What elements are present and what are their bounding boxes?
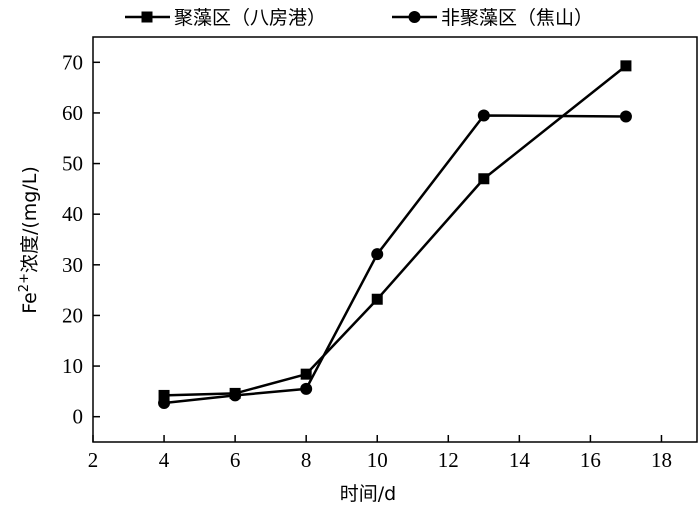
series-1-point bbox=[620, 60, 632, 72]
x-tick-label: 10 bbox=[367, 448, 388, 472]
series-2-point bbox=[229, 389, 242, 402]
series-2-point bbox=[477, 109, 490, 122]
y-axis-ticks: 0 10 20 30 40 50 60 70 bbox=[62, 50, 100, 429]
series-2-point bbox=[619, 110, 632, 123]
x-tick-label: 4 bbox=[159, 448, 170, 472]
y-tick-label: 60 bbox=[62, 101, 83, 125]
x-tick-label: 16 bbox=[580, 448, 601, 472]
y-tick-label: 30 bbox=[62, 253, 83, 277]
x-tick-label: 2 bbox=[88, 448, 99, 472]
y-tick-label: 10 bbox=[62, 354, 83, 378]
y-tick-label: 50 bbox=[62, 152, 83, 176]
series-2-line bbox=[163, 114, 626, 405]
series-lines bbox=[163, 64, 627, 405]
y-tick-label: 70 bbox=[62, 50, 83, 74]
y-axis-title-superscript: 2+ bbox=[17, 273, 32, 292]
series-2-point bbox=[371, 248, 384, 261]
series-1-point bbox=[371, 293, 383, 305]
series-1-point bbox=[158, 389, 170, 401]
series-1-point bbox=[300, 368, 312, 380]
series-1-point bbox=[478, 173, 490, 185]
series-markers bbox=[158, 60, 632, 410]
x-tick-label: 8 bbox=[301, 448, 312, 472]
y-tick-label: 20 bbox=[62, 303, 83, 327]
legend-marker-series-1 bbox=[141, 11, 153, 23]
x-tick-label: 6 bbox=[230, 448, 241, 472]
legend-label-series-2: 非聚藻区（焦山） bbox=[441, 7, 593, 29]
y-axis-title-rest: 浓度/(mg/L) bbox=[19, 166, 41, 273]
legend-marker-series-2 bbox=[408, 11, 421, 23]
x-tick-label: 14 bbox=[509, 448, 531, 472]
legend-label-series-1: 聚藻区（八房港） bbox=[174, 7, 326, 29]
y-tick-label: 40 bbox=[62, 202, 83, 226]
plot-frame bbox=[92, 36, 698, 443]
x-axis-ticks: 2 4 6 8 10 12 14 16 18 bbox=[88, 435, 672, 472]
y-axis-title: Fe2+浓度/(mg/L) bbox=[17, 166, 41, 314]
x-axis-title: 时间/d bbox=[340, 483, 396, 505]
series-2-point bbox=[158, 397, 171, 410]
y-tick-label: 0 bbox=[73, 405, 84, 429]
x-tick-label: 18 bbox=[651, 448, 672, 472]
y-axis-title-main: Fe bbox=[19, 292, 41, 314]
series-1-line bbox=[164, 64, 627, 397]
x-tick-label: 12 bbox=[438, 448, 459, 472]
series-2-point bbox=[300, 382, 313, 395]
legend: 聚藻区（八房港） 非聚藻区（焦山） bbox=[125, 7, 593, 29]
